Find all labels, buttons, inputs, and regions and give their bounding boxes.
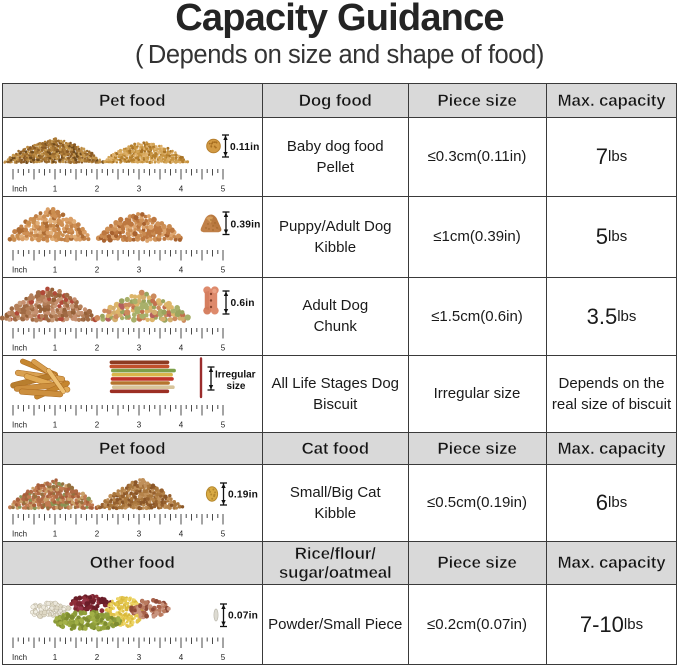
svg-text:Inch: Inch	[12, 421, 27, 430]
svg-text:0.07in: 0.07in	[228, 611, 258, 622]
svg-text:5: 5	[221, 266, 226, 275]
svg-text:2: 2	[95, 344, 100, 353]
svg-text:2: 2	[95, 653, 100, 662]
svg-text:3: 3	[137, 266, 142, 275]
svg-text:1: 1	[53, 421, 58, 430]
svg-text:0.19in: 0.19in	[228, 490, 258, 501]
svg-text:3: 3	[137, 344, 142, 353]
svg-text:1: 1	[53, 653, 58, 662]
svg-text:Inch: Inch	[12, 344, 27, 353]
svg-text:3: 3	[137, 185, 142, 194]
svg-text:2: 2	[95, 530, 100, 539]
svg-text:1: 1	[53, 185, 58, 194]
svg-text:5: 5	[221, 653, 226, 662]
svg-text:size: size	[227, 381, 246, 392]
svg-text:4: 4	[179, 266, 184, 275]
svg-text:0.11in: 0.11in	[230, 142, 260, 153]
svg-text:2: 2	[95, 266, 100, 275]
svg-text:0.39in: 0.39in	[231, 220, 261, 231]
svg-text:Irregular: Irregular	[215, 370, 256, 381]
svg-text:Inch: Inch	[12, 653, 27, 662]
svg-text:3: 3	[137, 653, 142, 662]
svg-text:4: 4	[179, 344, 184, 353]
svg-text:4: 4	[179, 653, 184, 662]
svg-text:Inch: Inch	[12, 530, 27, 539]
svg-text:Inch: Inch	[12, 185, 27, 194]
svg-text:4: 4	[179, 530, 184, 539]
svg-text:3: 3	[137, 530, 142, 539]
svg-text:2: 2	[95, 421, 100, 430]
svg-text:3: 3	[137, 421, 142, 430]
svg-text:1: 1	[53, 266, 58, 275]
svg-text:1: 1	[53, 530, 58, 539]
svg-text:5: 5	[221, 344, 226, 353]
svg-text:5: 5	[221, 421, 226, 430]
svg-text:4: 4	[179, 185, 184, 194]
svg-text:5: 5	[221, 530, 226, 539]
svg-text:Inch: Inch	[12, 266, 27, 275]
svg-text:2: 2	[95, 185, 100, 194]
svg-text:4: 4	[179, 421, 184, 430]
svg-text:1: 1	[53, 344, 58, 353]
svg-text:5: 5	[221, 185, 226, 194]
svg-text:0.6in: 0.6in	[231, 298, 255, 309]
